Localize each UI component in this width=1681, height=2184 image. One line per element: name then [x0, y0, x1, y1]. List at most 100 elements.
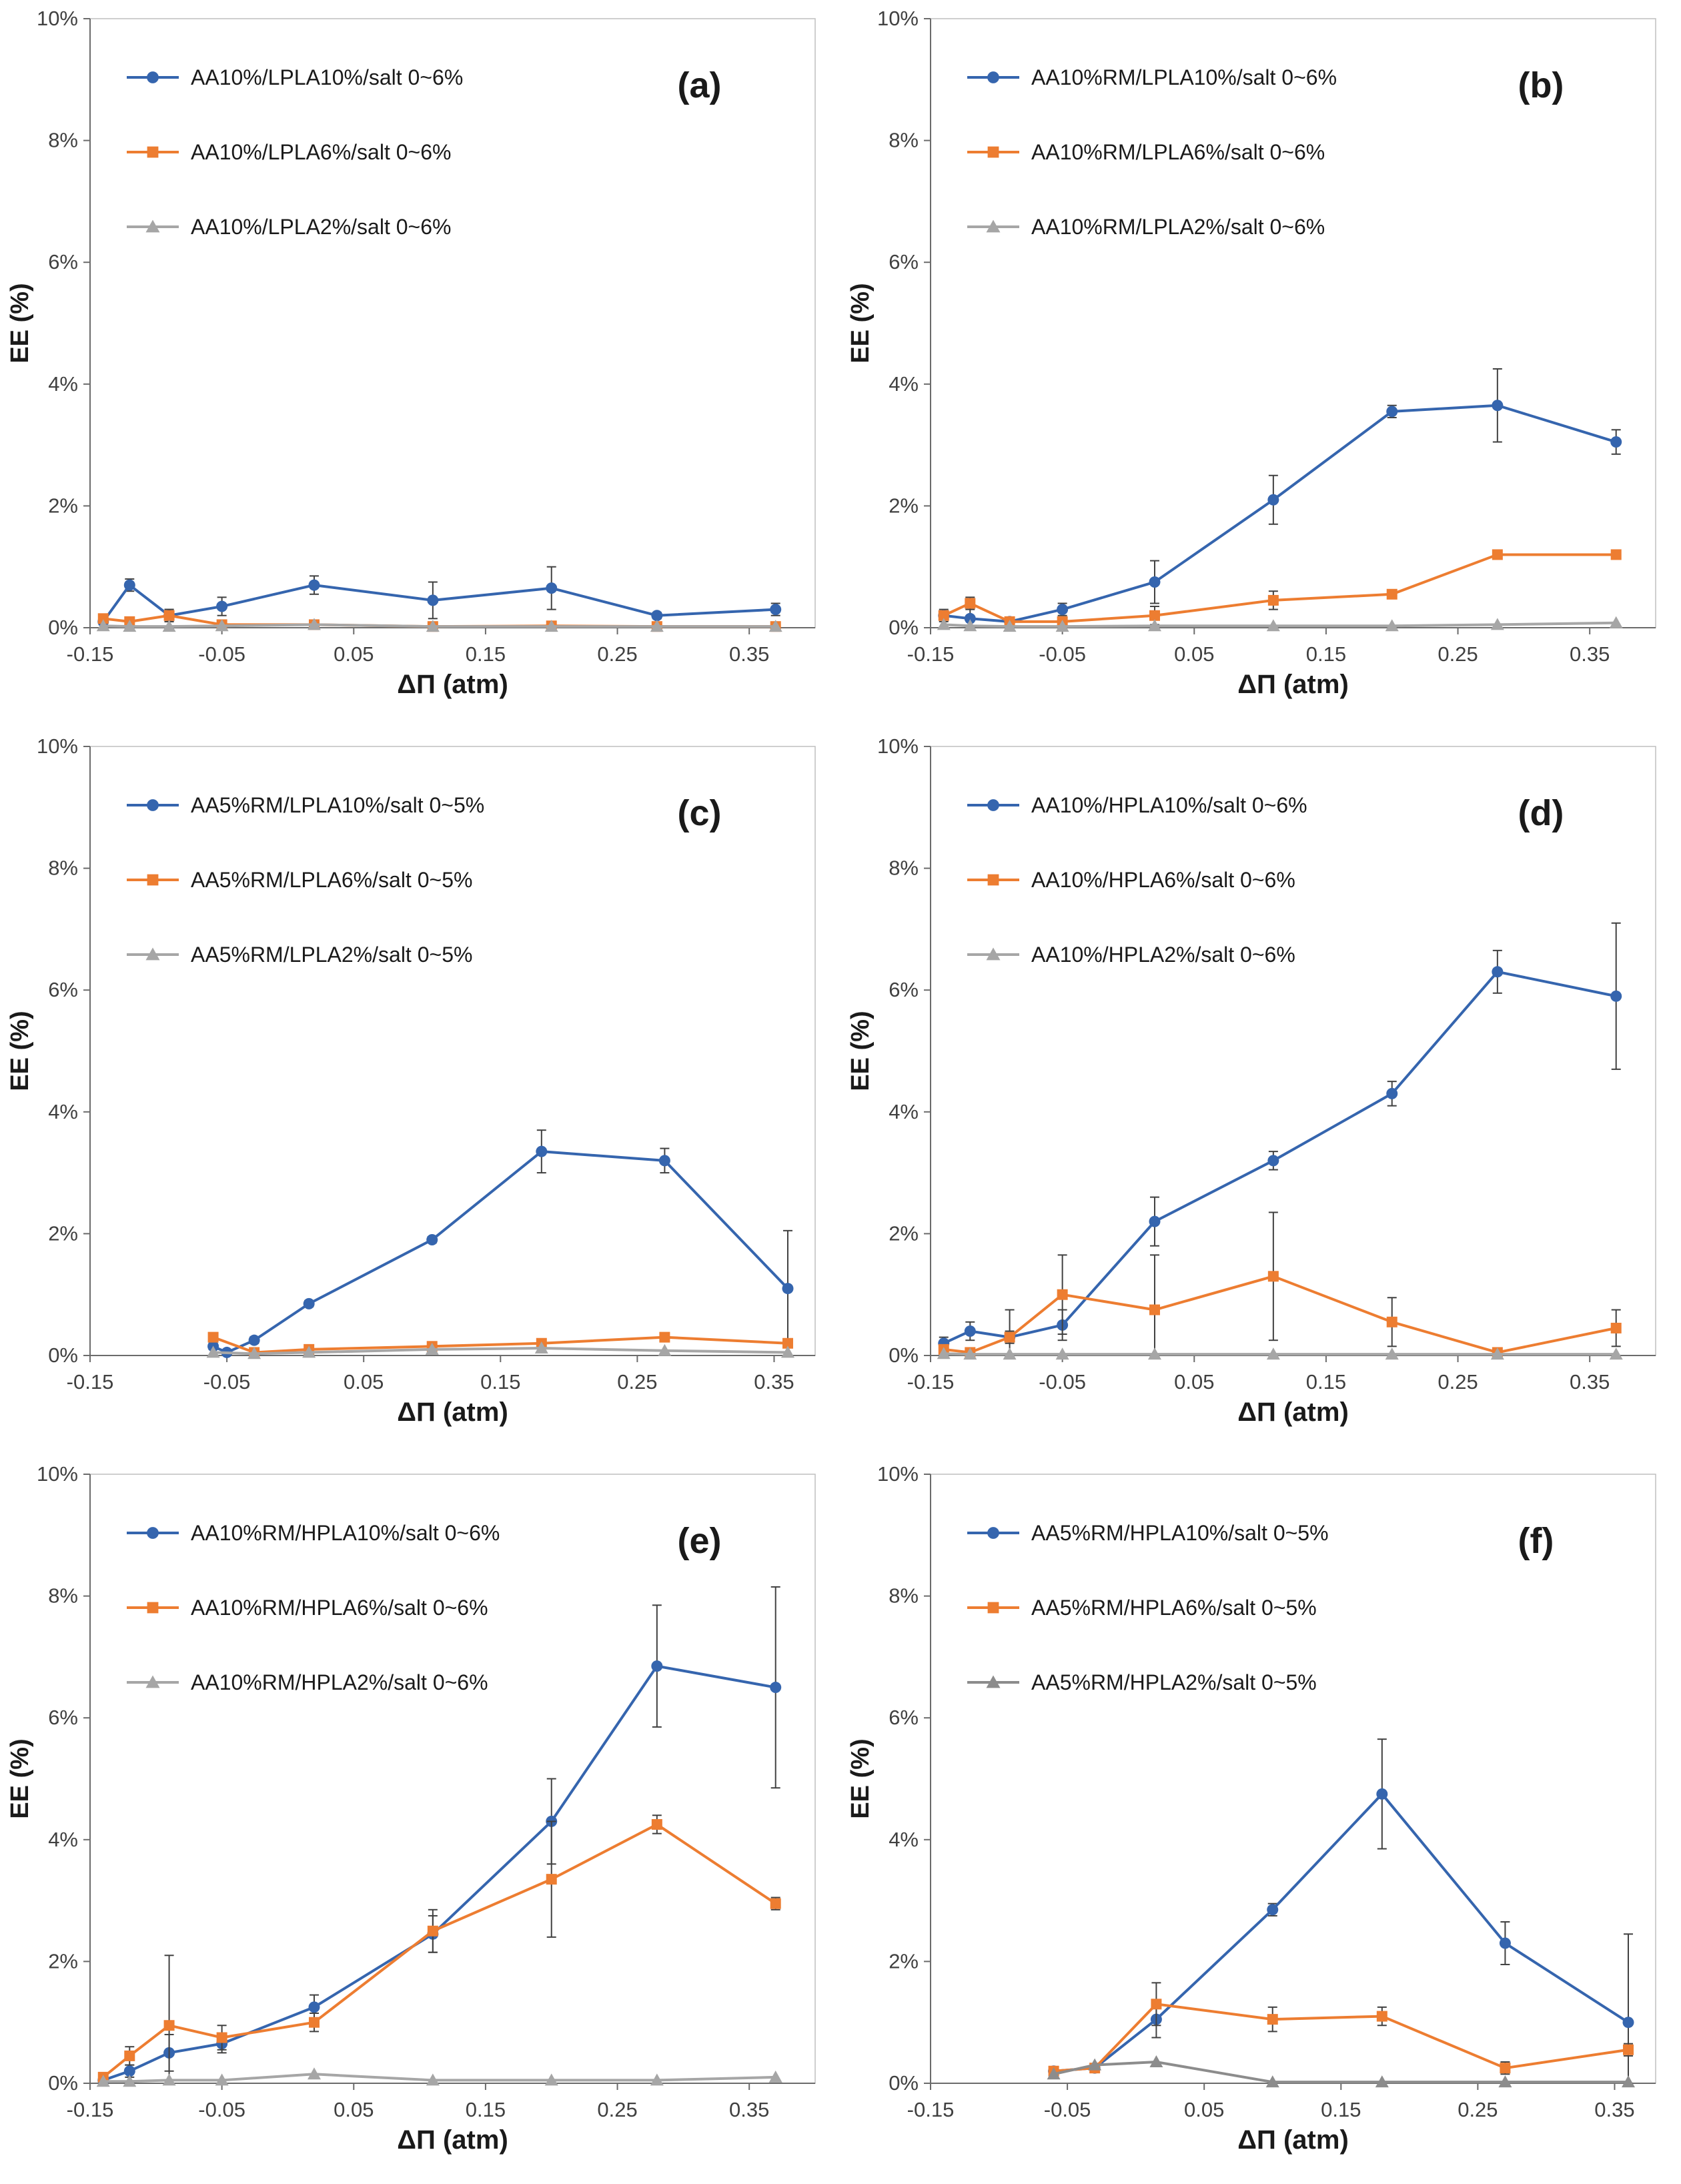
data-point-square — [987, 874, 999, 886]
legend-label: AA10%RM/LPLA10%/salt 0~6% — [1031, 65, 1337, 89]
data-point-square — [1267, 594, 1279, 606]
data-point-square — [308, 2017, 320, 2028]
data-point-circle — [1267, 1155, 1279, 1167]
data-point-circle — [1492, 400, 1504, 412]
x-axis-title: ΔΠ (atm) — [1237, 2125, 1349, 2155]
data-point-circle — [308, 579, 320, 591]
data-point-square — [1492, 549, 1503, 560]
data-point-circle — [1499, 1937, 1511, 1949]
data-point-circle — [303, 1297, 315, 1309]
x-tick-label: 0.05 — [334, 642, 374, 666]
data-point-triangle — [937, 618, 951, 630]
x-tick-label: 0.15 — [466, 642, 506, 666]
data-point-square — [1610, 1322, 1622, 1333]
y-axis-title: EE (%) — [847, 1011, 875, 1091]
legend-label: AA5%RM/HPLA6%/salt 0~5% — [1031, 1596, 1317, 1620]
data-point-circle — [123, 579, 135, 591]
x-tick-label: 0.05 — [1174, 1370, 1214, 1394]
legend-label: AA5%RM/LPLA10%/salt 0~5% — [191, 793, 484, 817]
series-line — [943, 553, 1616, 623]
data-point-circle — [1610, 990, 1622, 1002]
chart-panel-b: 0% 2% 4% 6% 8% 10% -0.15 -0.05 0.05 0.15 0.25 0.35 A… — [840, 0, 1681, 728]
data-point-square — [987, 146, 999, 158]
data-point-square — [1004, 1331, 1015, 1343]
data-point-triangle — [658, 1343, 672, 1356]
plot-border — [930, 18, 1656, 628]
x-tick-label: 0.05 — [344, 1370, 384, 1394]
chart-panel-f: 0% 2% 4% 6% 8% 10% -0.15 -0.05 0.05 0.15 0.25 0.35 A… — [840, 1456, 1681, 2183]
plot-border — [930, 1474, 1656, 2084]
data-point-square — [1267, 1271, 1279, 1282]
data-point-circle — [658, 1155, 670, 1167]
y-tick-label: 0% — [889, 616, 919, 639]
data-point-square — [147, 146, 159, 158]
y-tick-label: 2% — [889, 1221, 919, 1245]
data-point-triangle — [1003, 620, 1017, 632]
data-point-square — [965, 598, 976, 609]
data-point-triangle — [426, 620, 440, 632]
x-tick-label: -0.15 — [907, 642, 955, 666]
x-tick-label: 0.25 — [1438, 642, 1478, 666]
data-point-square — [147, 874, 159, 886]
data-point-triangle — [780, 1345, 794, 1358]
data-point-triangle — [1147, 619, 1161, 632]
legend-label: AA10%RM/LPLA2%/salt 0~6% — [1031, 215, 1325, 239]
data-point-circle — [1386, 1087, 1398, 1099]
y-tick-label: 6% — [48, 250, 78, 274]
legend-label: AA10%/LPLA6%/salt 0~6% — [191, 140, 451, 164]
data-point-triangle — [1149, 2055, 1163, 2068]
data-point-triangle — [425, 1342, 439, 1355]
data-point-square — [546, 1874, 557, 1885]
plot-border — [89, 1474, 816, 2084]
data-point-square — [1267, 2014, 1278, 2025]
data-point-triangle — [963, 619, 977, 632]
data-point-triangle — [534, 1341, 548, 1354]
data-point-square — [1149, 1304, 1160, 1315]
legend-label: AA10%/HPLA10%/salt 0~6% — [1031, 793, 1307, 817]
data-point-triangle — [1055, 1347, 1069, 1360]
data-point-circle — [426, 1234, 438, 1246]
y-tick-label: 6% — [889, 1706, 919, 1729]
x-tick-label: 0.15 — [1321, 2098, 1361, 2121]
x-tick-label: 0.15 — [1306, 642, 1346, 666]
data-point-triangle — [768, 2070, 782, 2083]
series-line — [943, 404, 1617, 623]
data-point-square — [147, 1602, 159, 1614]
chart-canvas-c: 0% 2% 4% 6% 8% 10% -0.15 -0.05 0.05 0.15 0.25 0.35 A… — [6, 734, 816, 1427]
data-point-square — [782, 1337, 793, 1349]
data-point-circle — [987, 71, 999, 83]
legend-label: AA10%RM/HPLA2%/salt 0~6% — [191, 1670, 488, 1694]
y-tick-label: 0% — [48, 1343, 78, 1367]
y-tick-label: 6% — [48, 978, 78, 1001]
data-point-triangle — [1621, 2075, 1635, 2088]
data-point-triangle — [1375, 2075, 1389, 2088]
legend-label: AA10%/LPLA10%/salt 0~6% — [191, 65, 463, 89]
chart-canvas-f: 0% 2% 4% 6% 8% 10% -0.15 -0.05 0.05 0.15 0.25 0.35 A… — [847, 1462, 1656, 2155]
data-point-square — [427, 1925, 438, 1937]
legend-label: AA5%RM/HPLA2%/salt 0~5% — [1031, 1670, 1317, 1694]
data-point-square — [987, 1602, 999, 1614]
data-point-circle — [248, 1334, 260, 1346]
data-point-square — [207, 1331, 219, 1343]
data-point-triangle — [307, 2067, 321, 2080]
data-point-triangle — [1385, 1347, 1399, 1360]
y-tick-label: 4% — [889, 1828, 919, 1851]
data-point-circle — [147, 71, 159, 83]
y-tick-label: 10% — [877, 7, 919, 30]
data-point-circle — [1267, 494, 1279, 506]
y-tick-label: 10% — [877, 1462, 919, 1486]
data-point-square — [1376, 2011, 1387, 2022]
data-point-square — [216, 2032, 227, 2043]
legend-label: AA10%RM/LPLA6%/salt 0~6% — [1031, 140, 1325, 164]
x-tick-label: -0.05 — [203, 1370, 251, 1394]
data-point-triangle — [544, 620, 558, 632]
x-axis-title: ΔΠ (atm) — [397, 1398, 508, 1427]
data-point-square — [1149, 610, 1160, 621]
data-point-circle — [1622, 2017, 1634, 2029]
series-line — [1053, 2061, 1628, 2084]
x-tick-label: -0.05 — [1039, 642, 1086, 666]
x-tick-label: 0.15 — [480, 1370, 520, 1394]
y-tick-label: 2% — [889, 1949, 919, 1973]
y-tick-label: 2% — [48, 1949, 78, 1973]
data-point-triangle — [1490, 618, 1504, 630]
